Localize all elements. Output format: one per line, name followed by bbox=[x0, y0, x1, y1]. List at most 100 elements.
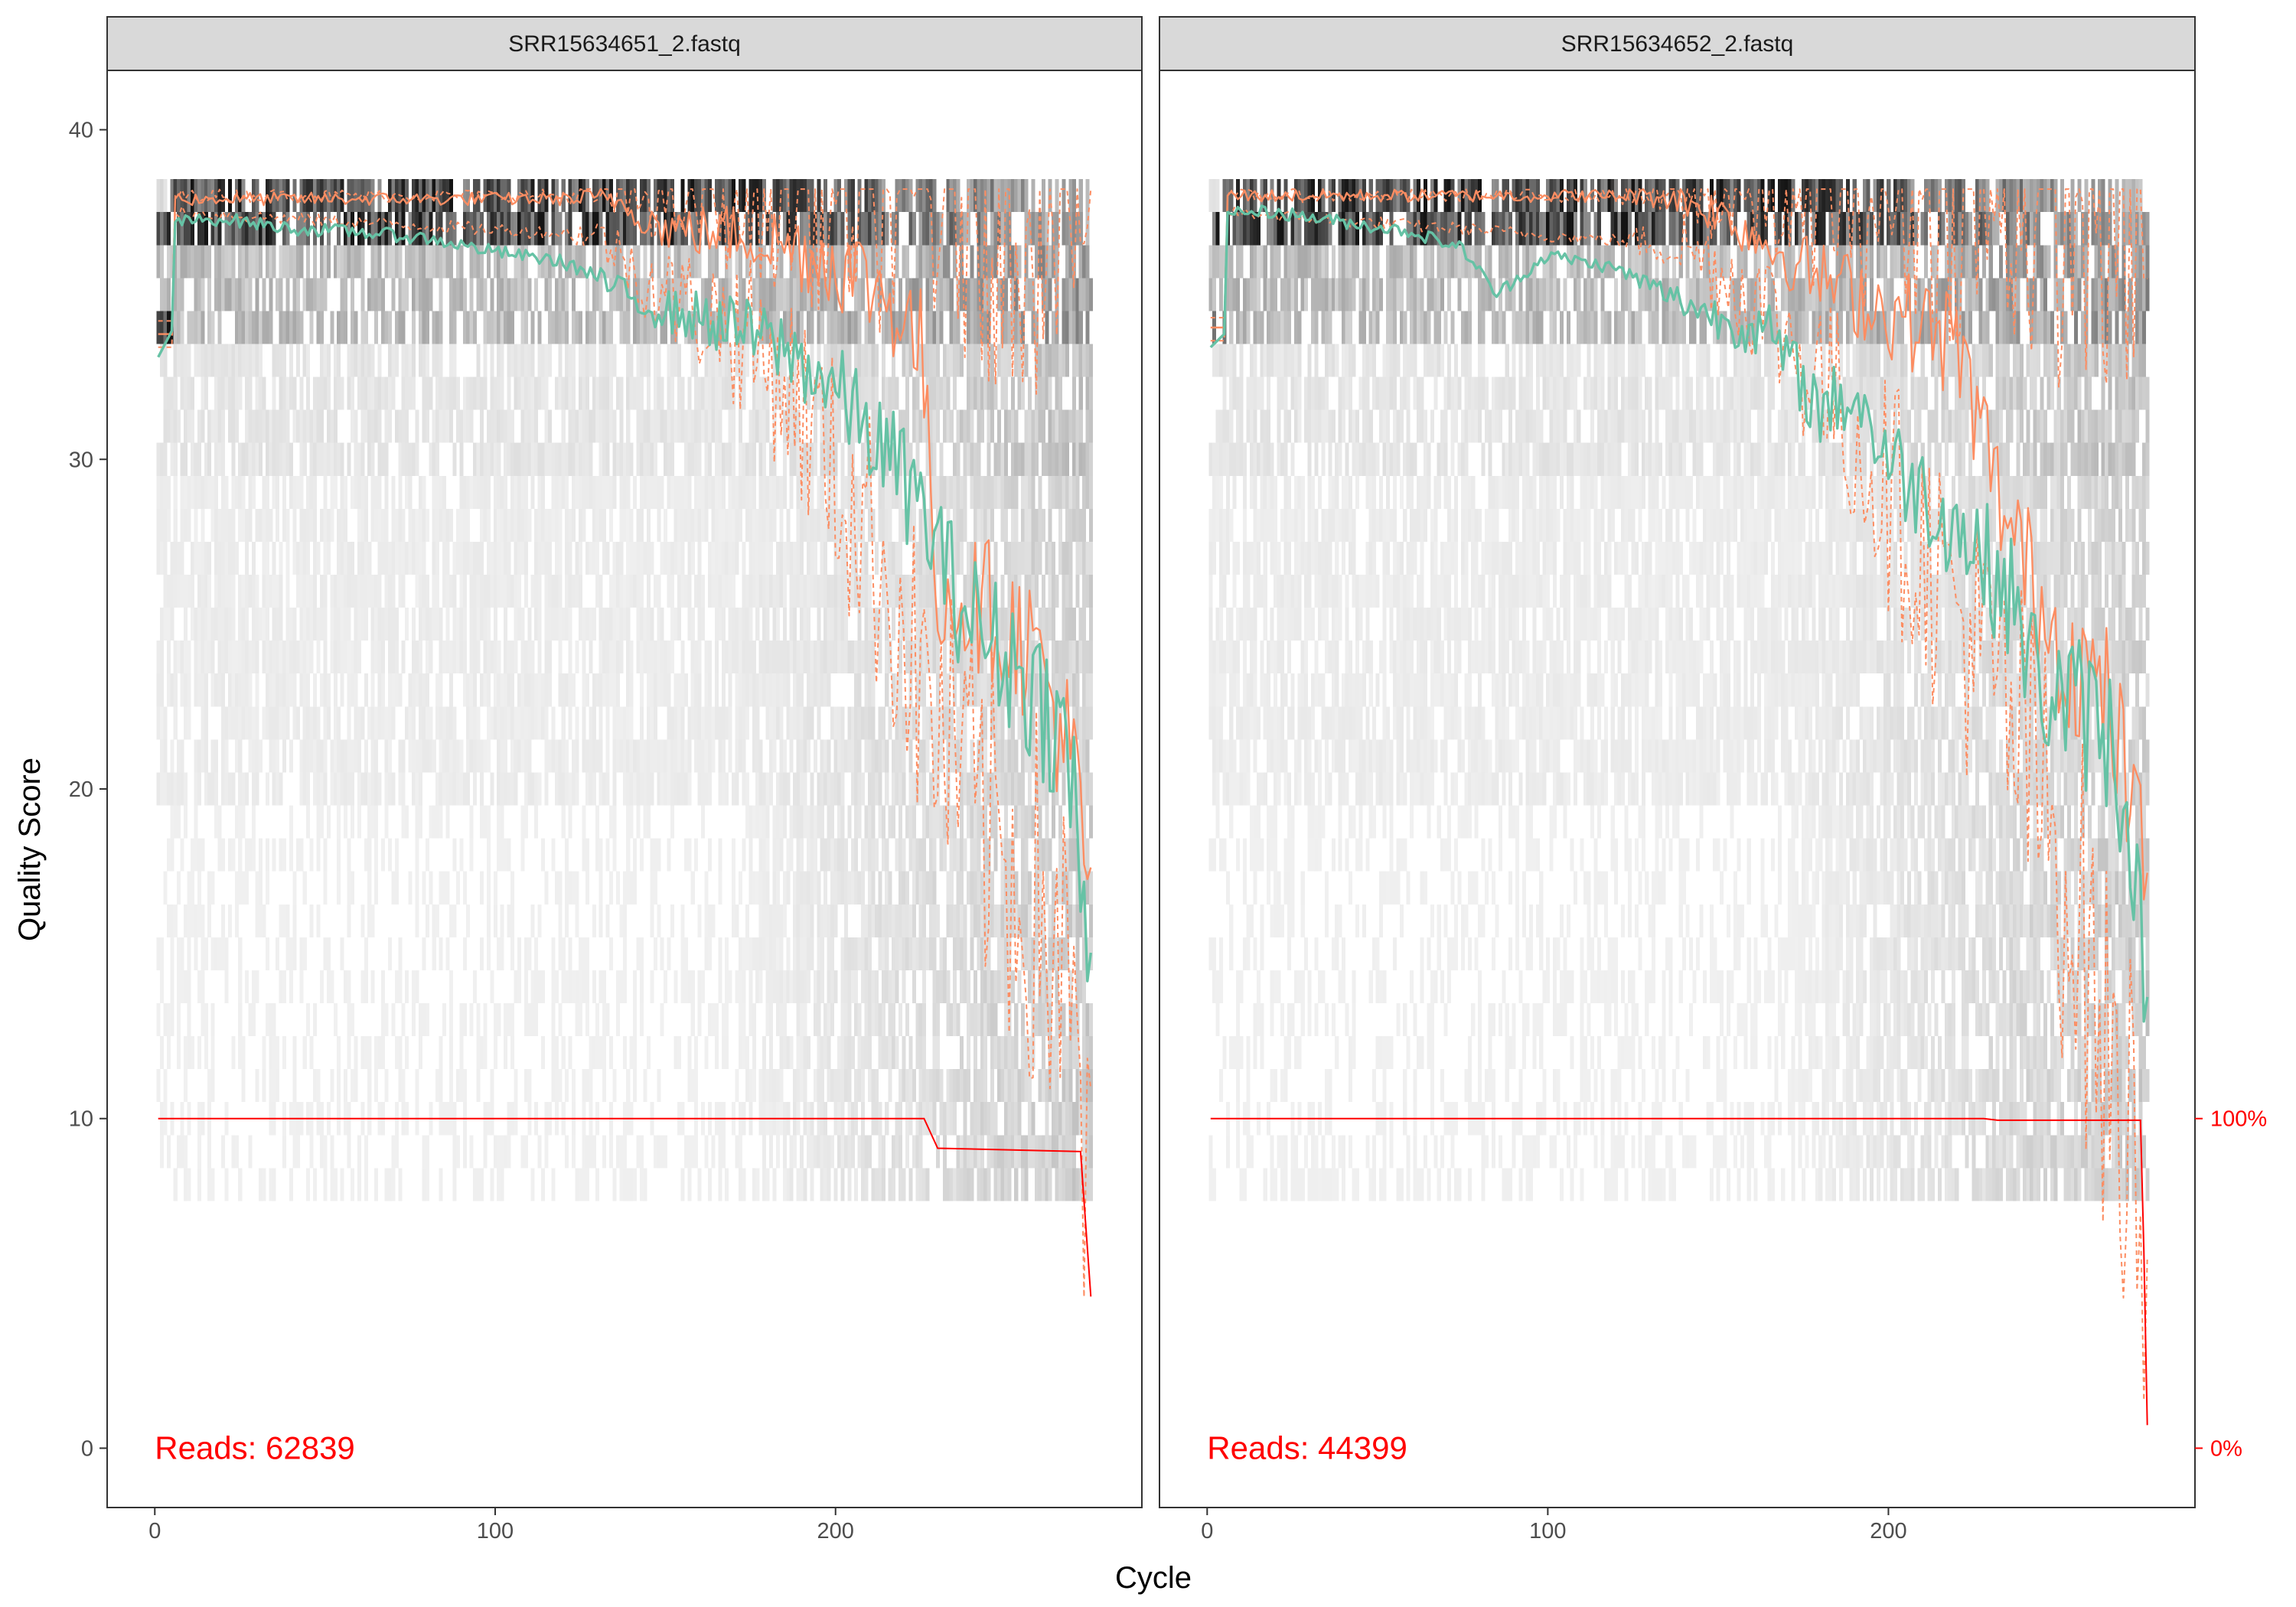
heatmap-cell bbox=[867, 344, 872, 377]
heatmap-cell bbox=[177, 1036, 181, 1070]
heatmap-cell bbox=[960, 1135, 964, 1169]
heatmap-cell bbox=[748, 508, 753, 542]
heatmap-cell bbox=[462, 937, 467, 970]
heatmap-cell bbox=[350, 409, 355, 443]
heatmap-cell bbox=[687, 838, 692, 872]
heatmap-cell bbox=[418, 475, 422, 509]
heatmap-cell bbox=[282, 409, 287, 443]
heatmap-cell bbox=[337, 245, 341, 279]
heatmap-cell bbox=[810, 937, 814, 970]
heatmap-cell bbox=[714, 641, 719, 674]
heatmap-cell bbox=[245, 608, 249, 641]
heatmap-cell bbox=[643, 245, 647, 279]
heatmap-cell bbox=[643, 739, 647, 773]
heatmap-cell bbox=[653, 409, 657, 443]
heatmap-cell bbox=[758, 245, 763, 279]
heatmap-cell bbox=[313, 1069, 318, 1103]
heatmap-cell bbox=[915, 673, 920, 707]
heatmap-cell bbox=[360, 608, 365, 641]
heatmap-cell bbox=[452, 376, 457, 410]
heatmap-cell bbox=[646, 641, 651, 674]
heatmap-cell bbox=[534, 278, 539, 311]
heatmap-cell bbox=[646, 739, 651, 773]
heatmap-cell bbox=[190, 838, 195, 872]
heatmap-cell bbox=[963, 575, 967, 608]
heatmap-cell bbox=[292, 409, 297, 443]
heatmap-cell bbox=[585, 376, 589, 410]
heatmap-cell bbox=[714, 673, 719, 707]
heatmap-cell bbox=[745, 706, 749, 740]
heatmap-cell bbox=[497, 641, 501, 674]
heatmap-cell bbox=[874, 179, 879, 213]
heatmap-cell bbox=[201, 838, 205, 872]
heatmap-cell bbox=[357, 508, 361, 542]
heatmap-cell bbox=[340, 442, 344, 476]
heatmap-cell bbox=[725, 1002, 729, 1037]
heatmap-cell bbox=[932, 772, 937, 806]
heatmap-cell bbox=[279, 608, 283, 641]
heatmap-cell bbox=[493, 475, 497, 509]
heatmap-cell bbox=[963, 212, 967, 246]
heatmap-cell bbox=[796, 442, 801, 476]
heatmap-cell bbox=[245, 575, 249, 608]
heatmap-cell bbox=[187, 311, 191, 344]
heatmap-cell bbox=[755, 706, 760, 740]
heatmap-cell bbox=[323, 706, 328, 740]
heatmap-cell bbox=[833, 970, 838, 1003]
heatmap-cell bbox=[888, 508, 892, 542]
heatmap-cell bbox=[1007, 1102, 1012, 1136]
heatmap-cell bbox=[486, 508, 491, 542]
heatmap-cell bbox=[217, 311, 222, 344]
heatmap-cell bbox=[276, 739, 280, 773]
heatmap-cell bbox=[220, 278, 226, 311]
heatmap-cell bbox=[823, 212, 828, 246]
heatmap-cell bbox=[269, 179, 273, 213]
heatmap-cell bbox=[347, 904, 351, 937]
heatmap-cell bbox=[615, 179, 620, 213]
heatmap-cell bbox=[745, 608, 749, 641]
heatmap-cell bbox=[227, 575, 232, 608]
heatmap-cell bbox=[830, 1069, 835, 1103]
heatmap-cell bbox=[523, 409, 528, 443]
heatmap-cell bbox=[850, 541, 855, 575]
heatmap-cell bbox=[769, 508, 774, 542]
heatmap-cell bbox=[786, 1168, 791, 1201]
heatmap-cell bbox=[775, 706, 780, 740]
heatmap-cell bbox=[762, 838, 767, 872]
heatmap-cell bbox=[813, 871, 817, 905]
heatmap-cell bbox=[619, 1135, 624, 1169]
heatmap-cell bbox=[908, 739, 913, 773]
heatmap-cell bbox=[670, 376, 675, 410]
heatmap-cell bbox=[514, 641, 518, 674]
heatmap-cell bbox=[272, 344, 276, 377]
heatmap-cell bbox=[537, 904, 542, 937]
heatmap-cell bbox=[775, 575, 780, 608]
heatmap-cell bbox=[551, 970, 556, 1003]
heatmap-cell bbox=[347, 739, 351, 773]
heatmap-cell bbox=[803, 739, 807, 773]
heatmap-cell bbox=[619, 541, 624, 575]
heatmap-cell bbox=[1000, 278, 1005, 311]
heatmap-cell bbox=[469, 673, 474, 707]
heatmap-cell bbox=[462, 772, 467, 806]
heatmap-cell bbox=[704, 904, 709, 937]
heatmap-cell bbox=[391, 673, 396, 707]
heatmap-cell bbox=[326, 673, 331, 707]
heatmap-cell bbox=[554, 970, 559, 1003]
heatmap-cell bbox=[370, 970, 375, 1003]
heatmap-cell bbox=[820, 970, 824, 1003]
heatmap-cell bbox=[711, 245, 716, 279]
heatmap-cell bbox=[340, 937, 344, 970]
heatmap-cell bbox=[204, 344, 208, 377]
heatmap-cell bbox=[806, 871, 810, 905]
heatmap-cell bbox=[970, 1168, 974, 1201]
heatmap-cell bbox=[326, 245, 331, 279]
heatmap-cell bbox=[714, 311, 719, 344]
heatmap-cell bbox=[302, 541, 307, 575]
heatmap-cell bbox=[793, 442, 797, 476]
heatmap-cell bbox=[252, 706, 256, 740]
heatmap-cell bbox=[238, 673, 243, 707]
heatmap-cell bbox=[861, 838, 866, 872]
heatmap-cell bbox=[935, 541, 940, 575]
heatmap-cell bbox=[412, 706, 416, 740]
